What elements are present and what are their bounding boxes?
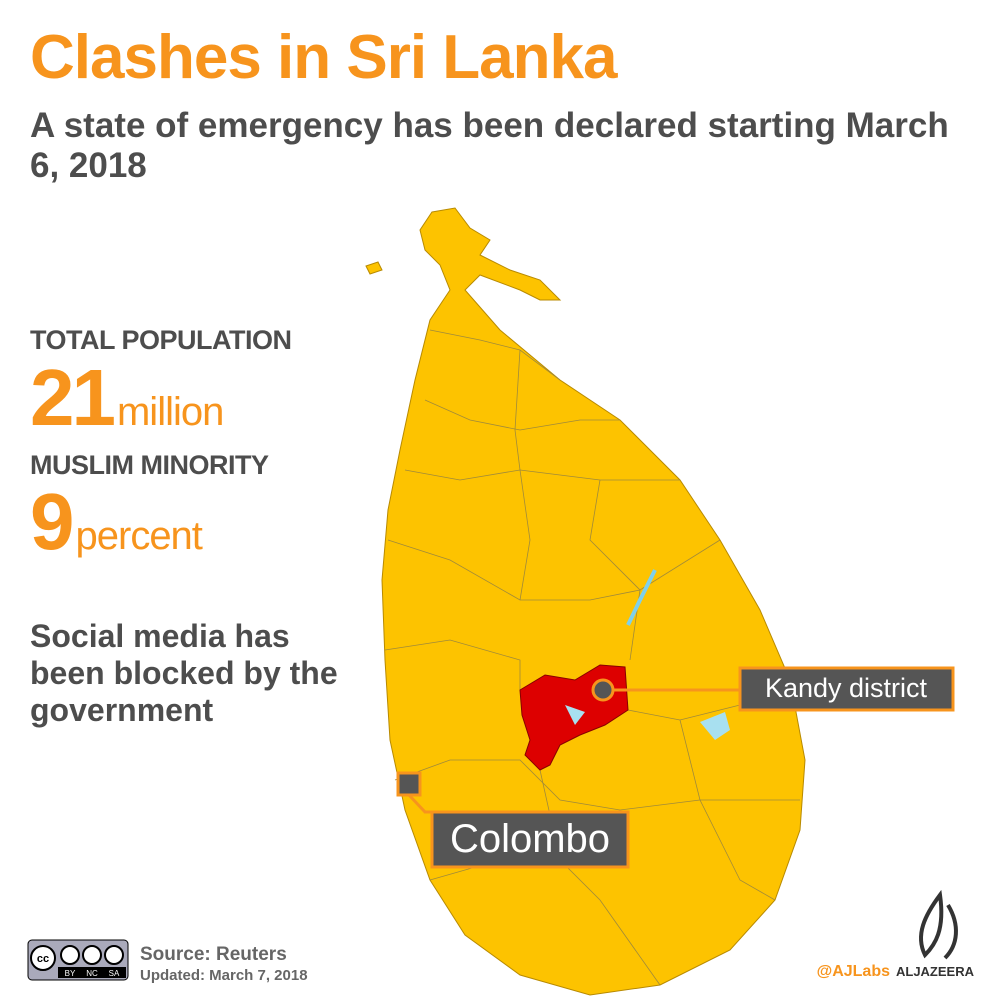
title: Clashes in Sri Lanka bbox=[30, 23, 617, 92]
license-text: NC bbox=[86, 969, 98, 978]
stat-unit: percent bbox=[75, 514, 203, 558]
label-box bbox=[738, 666, 955, 712]
brand-logo bbox=[919, 889, 958, 960]
stat-value: 21 million bbox=[30, 352, 224, 444]
updated: Updated: March 7, 2018 bbox=[140, 967, 308, 984]
stat-value: 9 percent bbox=[30, 476, 203, 568]
label-box bbox=[430, 810, 630, 869]
note: Social media has been blocked by the gov… bbox=[30, 618, 338, 728]
stat-unit: million bbox=[116, 390, 224, 434]
map-label: Colombo bbox=[450, 817, 610, 861]
source: Source: Reuters bbox=[140, 944, 287, 965]
leader-line bbox=[407, 793, 432, 814]
subtitle: A state of emergency has been declared s… bbox=[30, 106, 949, 185]
sri-lanka bbox=[381, 207, 806, 996]
island bbox=[365, 261, 383, 275]
stat-number: 21 bbox=[30, 353, 116, 442]
lake bbox=[700, 712, 730, 740]
stat-label: TOTAL POPULATION bbox=[30, 325, 292, 355]
stat-number: 9 bbox=[30, 477, 74, 566]
license-text: cc bbox=[37, 953, 49, 965]
map-label: Kandy district bbox=[765, 673, 928, 703]
license-text: BY bbox=[65, 969, 76, 978]
colombo-marker bbox=[396, 771, 422, 797]
license-text: SA bbox=[109, 969, 120, 978]
lake bbox=[565, 705, 585, 725]
stat-label: MUSLIM MINORITY bbox=[30, 450, 269, 480]
kandy-marker bbox=[591, 678, 615, 702]
lake bbox=[626, 569, 657, 626]
license-badge: cc BY NC SA bbox=[27, 939, 129, 981]
handle: @AJLabs bbox=[817, 963, 891, 980]
brand: ALJAZEERA bbox=[896, 964, 975, 979]
